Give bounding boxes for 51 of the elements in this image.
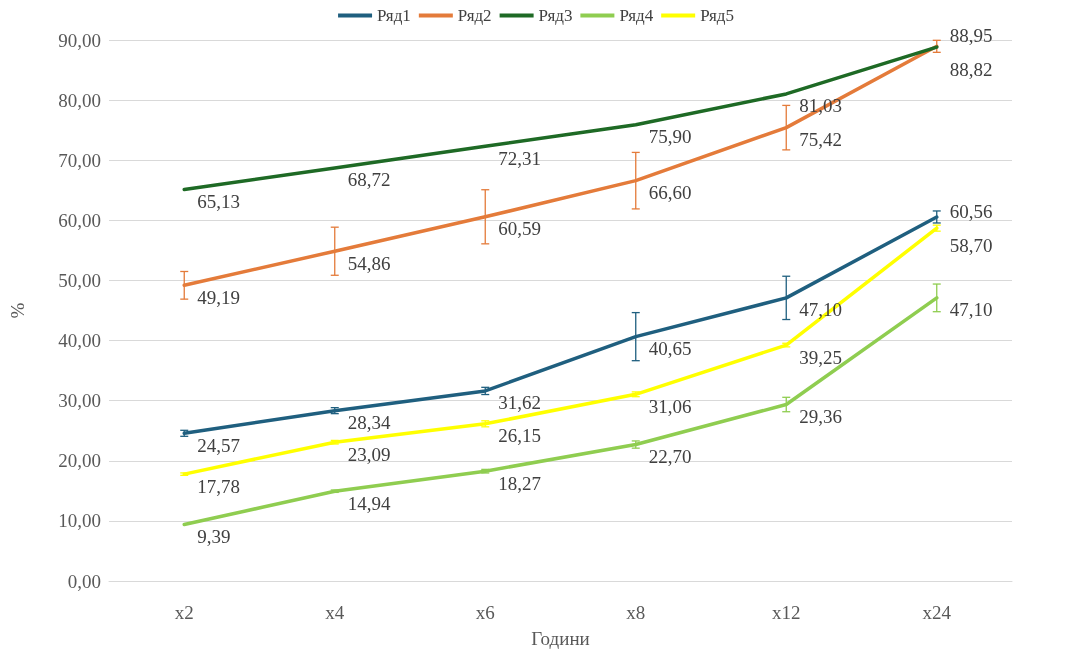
y-tick-label: 20,00 <box>58 450 101 472</box>
data-label: 68,72 <box>347 169 391 191</box>
y-tick-label: 50,00 <box>58 269 101 291</box>
y-tick-label: 60,00 <box>58 209 101 231</box>
data-label: 60,56 <box>949 201 993 223</box>
y-tick-label: 80,00 <box>58 89 101 111</box>
data-label: 28,34 <box>347 412 391 434</box>
data-label: 29,36 <box>799 406 842 428</box>
data-label: 65,13 <box>197 191 240 212</box>
data-label: 58,70 <box>949 235 993 257</box>
x-tick-label: x6 <box>475 602 495 623</box>
x-axis-title: Години <box>531 628 590 649</box>
y-tick-label: 30,00 <box>58 390 101 412</box>
data-label: 22,70 <box>648 446 692 468</box>
legend-label: Ряд1 <box>377 6 411 25</box>
legend-label: Ряд2 <box>457 6 492 25</box>
y-tick-label: 40,00 <box>58 330 101 352</box>
data-label: 26,15 <box>498 425 541 447</box>
data-label: 75,42 <box>799 129 842 151</box>
y-axis-title: % <box>7 302 28 319</box>
y-tick-label: 0,00 <box>67 570 101 592</box>
data-label: 31,62 <box>498 392 541 414</box>
x-tick-label: x24 <box>922 602 952 623</box>
data-label: 88,95 <box>949 25 993 47</box>
y-tick-label: 90,00 <box>58 29 101 51</box>
x-tick-label: x2 <box>174 602 194 623</box>
data-label: 72,31 <box>498 147 541 169</box>
data-label: 17,78 <box>197 475 240 497</box>
data-label: 88,82 <box>949 59 993 81</box>
y-tick-label: 10,00 <box>58 510 101 532</box>
data-label: 24,57 <box>197 434 240 456</box>
data-label: 31,06 <box>648 395 692 417</box>
data-label: 23,09 <box>347 443 391 465</box>
data-label: 14,94 <box>347 492 391 514</box>
legend-label: Ряд3 <box>538 6 573 25</box>
legend-label: Ряд4 <box>619 6 654 25</box>
y-tick-label: 70,00 <box>58 149 101 171</box>
data-label: 60,59 <box>498 218 541 240</box>
x-tick-label: x12 <box>772 602 801 623</box>
data-label: 39,25 <box>799 346 842 368</box>
data-label: 18,27 <box>498 472 541 494</box>
data-label: 9,39 <box>197 526 231 548</box>
data-label: 75,90 <box>648 126 692 148</box>
data-label: 49,19 <box>197 286 240 308</box>
x-tick-label: x8 <box>626 602 646 623</box>
data-label: 40,65 <box>648 338 692 360</box>
data-label: 47,10 <box>949 299 993 321</box>
data-label: 54,86 <box>347 252 391 274</box>
data-label: 66,60 <box>648 182 692 204</box>
legend-label: Ряд5 <box>700 6 734 25</box>
x-tick-label: x4 <box>325 602 345 623</box>
